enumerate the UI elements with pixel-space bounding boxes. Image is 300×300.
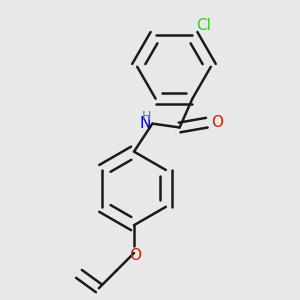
Text: H: H xyxy=(141,110,151,123)
Text: Cl: Cl xyxy=(196,18,211,33)
Text: O: O xyxy=(211,115,223,130)
Text: N: N xyxy=(140,116,151,131)
Text: O: O xyxy=(129,248,141,262)
